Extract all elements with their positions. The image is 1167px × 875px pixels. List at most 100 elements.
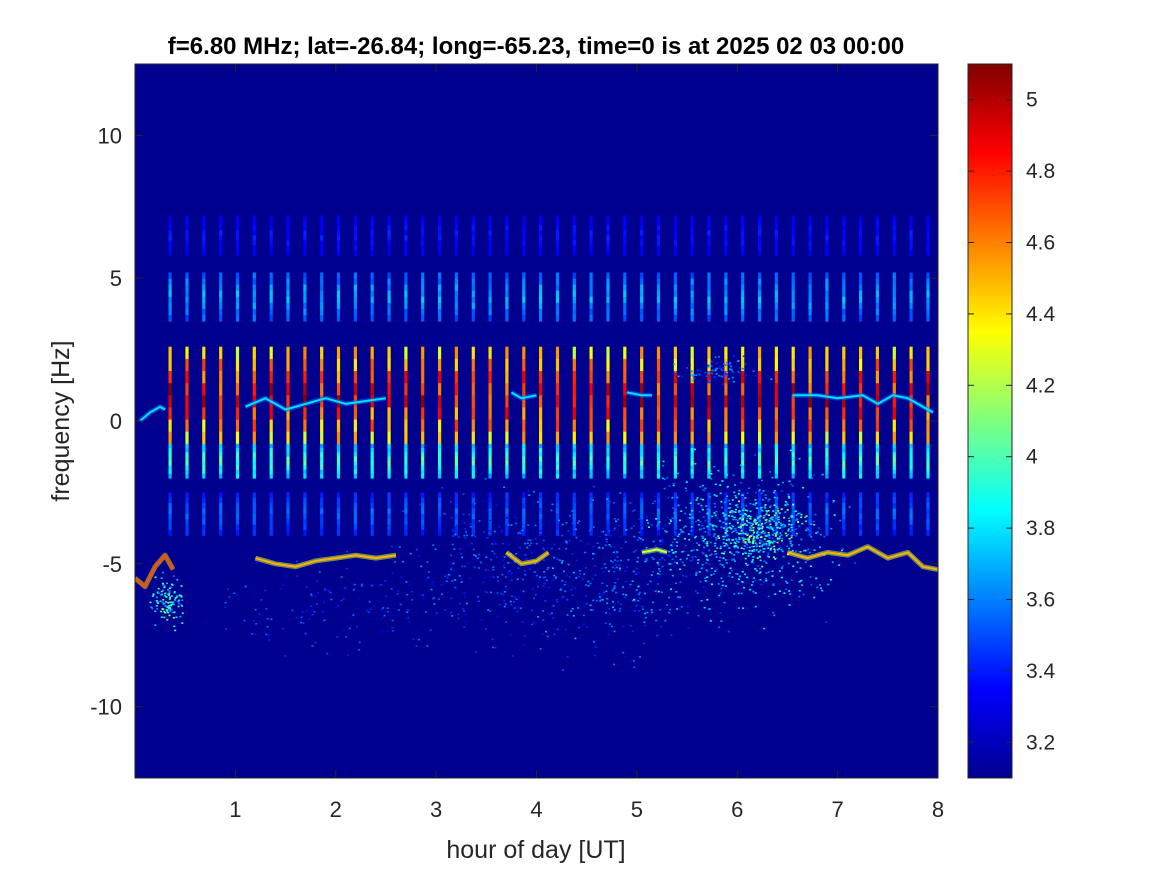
streak-segment bbox=[168, 278, 172, 286]
scatter-point bbox=[391, 626, 394, 629]
scatter-point bbox=[781, 537, 784, 540]
scatter-point bbox=[706, 598, 709, 601]
streak-segment bbox=[673, 448, 677, 453]
scatter-point bbox=[462, 607, 465, 610]
streak-segment bbox=[488, 383, 492, 396]
streak-segment bbox=[488, 452, 492, 458]
scatter-point bbox=[624, 580, 627, 583]
streak-segment bbox=[421, 220, 425, 226]
scatter-point bbox=[685, 490, 688, 492]
scatter-point bbox=[531, 623, 534, 626]
scatter-point bbox=[671, 517, 674, 519]
scatter-point bbox=[675, 555, 678, 558]
streak-segment bbox=[286, 245, 290, 251]
streak-segment bbox=[505, 503, 509, 509]
streak-segment bbox=[741, 225, 745, 231]
streak-segment bbox=[286, 407, 290, 420]
scatter-point bbox=[604, 544, 607, 546]
scatter-point bbox=[447, 574, 450, 576]
streak-segment bbox=[606, 383, 610, 396]
scatter-point bbox=[156, 601, 159, 603]
scatter-point bbox=[723, 601, 726, 604]
scatter-point bbox=[323, 619, 326, 622]
scatter-point bbox=[685, 481, 688, 483]
scatter-point bbox=[774, 593, 777, 595]
scatter-point bbox=[752, 537, 755, 540]
scatter-point bbox=[451, 543, 454, 546]
scatter-point bbox=[775, 512, 778, 514]
streak-segment bbox=[539, 465, 543, 471]
streak-segment bbox=[791, 529, 795, 536]
scatter-point bbox=[779, 546, 782, 549]
streak-segment bbox=[219, 519, 223, 526]
scatter-point bbox=[618, 524, 621, 527]
scatter-point bbox=[728, 539, 730, 542]
scatter-point bbox=[166, 582, 168, 585]
streak-segment bbox=[336, 419, 341, 433]
streak-segment bbox=[875, 308, 879, 316]
streak-segment bbox=[185, 235, 189, 241]
scatter-point bbox=[155, 605, 158, 607]
streak-segment bbox=[269, 508, 273, 515]
streak-segment bbox=[421, 296, 425, 304]
scatter-point bbox=[769, 520, 771, 523]
streak-segment bbox=[690, 513, 694, 520]
streak-segment bbox=[623, 407, 627, 420]
streak-segment bbox=[185, 290, 189, 298]
streak-segment bbox=[185, 278, 189, 286]
streak-segment bbox=[926, 240, 930, 246]
streak-segment bbox=[488, 308, 492, 316]
streak-segment bbox=[454, 448, 458, 453]
streak-segment bbox=[370, 371, 374, 384]
scatter-point bbox=[763, 627, 766, 630]
streak-segment bbox=[202, 395, 206, 408]
streak-segment bbox=[623, 419, 627, 433]
scatter-point bbox=[704, 372, 707, 374]
scatter-point bbox=[469, 525, 472, 528]
scatter-point bbox=[759, 556, 761, 558]
scatter-point bbox=[450, 554, 452, 557]
scatter-point bbox=[473, 502, 476, 505]
scatter-point bbox=[515, 517, 518, 519]
streak-segment bbox=[707, 371, 711, 384]
scatter-point bbox=[682, 574, 685, 577]
scatter-point bbox=[771, 518, 774, 521]
streak-segment bbox=[892, 407, 896, 420]
streak-segment bbox=[320, 296, 324, 304]
streak-segment bbox=[606, 395, 610, 408]
streak-segment bbox=[859, 519, 863, 526]
streak-segment bbox=[859, 358, 863, 372]
scatter-point bbox=[668, 596, 671, 599]
scatter-point bbox=[769, 526, 772, 528]
scatter-point bbox=[513, 514, 516, 517]
streak-segment bbox=[842, 519, 846, 526]
streak-segment bbox=[286, 452, 290, 458]
streak-segment bbox=[892, 513, 896, 520]
scatter-point bbox=[673, 561, 676, 564]
streak-segment bbox=[185, 465, 189, 471]
streak-segment bbox=[370, 230, 374, 236]
scatter-point bbox=[561, 579, 564, 582]
streak-segment bbox=[336, 456, 341, 462]
scatter-point bbox=[608, 544, 611, 546]
scatter-point bbox=[696, 549, 699, 551]
scatter-point bbox=[570, 533, 573, 535]
scatter-point bbox=[640, 541, 643, 543]
scatter-point bbox=[599, 536, 602, 538]
scatter-point bbox=[479, 619, 482, 621]
streak-segment bbox=[252, 508, 256, 515]
streak-segment bbox=[353, 278, 357, 286]
scatter-point bbox=[500, 593, 503, 595]
streak-segment bbox=[707, 473, 711, 479]
scatter-point bbox=[676, 608, 679, 610]
streak-segment bbox=[252, 284, 256, 292]
streak-segment bbox=[286, 497, 290, 504]
scatter-point bbox=[790, 530, 793, 533]
streak-segment bbox=[875, 508, 879, 515]
streak-segment bbox=[202, 296, 206, 304]
streak-segment bbox=[269, 529, 273, 536]
streak-segment bbox=[471, 524, 475, 531]
scatter-point bbox=[169, 607, 172, 609]
scatter-point bbox=[763, 531, 766, 533]
streak-segment bbox=[522, 358, 526, 372]
